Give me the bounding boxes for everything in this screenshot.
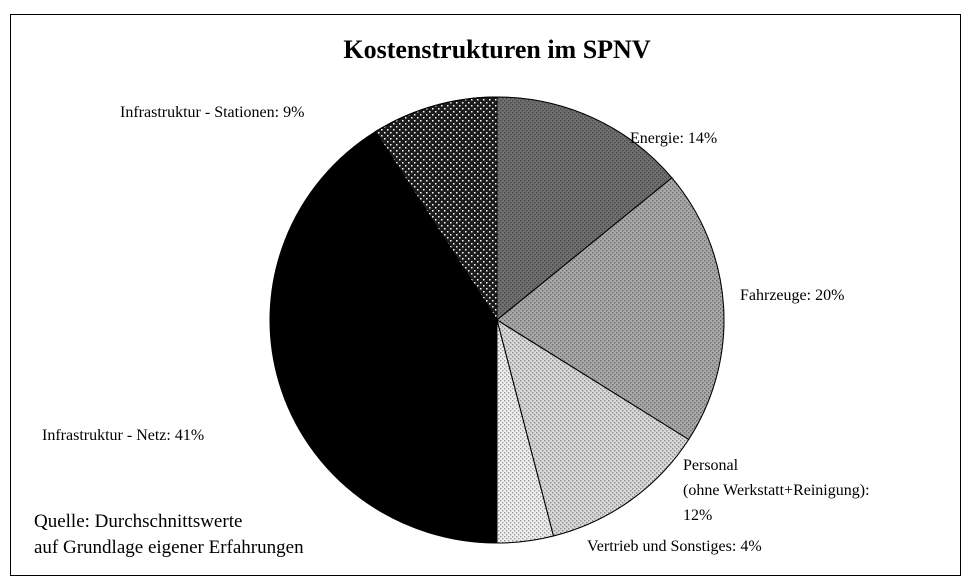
chart-title: Kostenstrukturen im SPNV xyxy=(343,35,650,64)
slice-label: Fahrzeuge: 20% xyxy=(740,287,844,304)
slice-texture xyxy=(496,96,673,322)
slice-texture xyxy=(496,177,725,441)
pie-slice xyxy=(269,131,498,544)
slice-label: Infrastruktur - Netz: 41% xyxy=(42,427,204,444)
slice-texture xyxy=(496,318,690,537)
frame xyxy=(10,14,961,576)
slice-label: 12% xyxy=(683,507,712,524)
slice-label: (ohne Werkstatt+Reinigung): xyxy=(683,482,870,499)
slice-label: Vertrieb und Sonstiges: 4% xyxy=(587,538,762,555)
source-note: Quelle: Durchschnittswerte xyxy=(34,511,242,532)
slice-texture xyxy=(374,96,498,322)
slice-label: Energie: 14% xyxy=(630,130,717,147)
slice-label: Infrastruktur - Stationen: 9% xyxy=(120,104,304,121)
source-note: auf Grundlage eigener Erfahrungen xyxy=(34,537,304,558)
slice-label: Personal xyxy=(683,457,739,474)
